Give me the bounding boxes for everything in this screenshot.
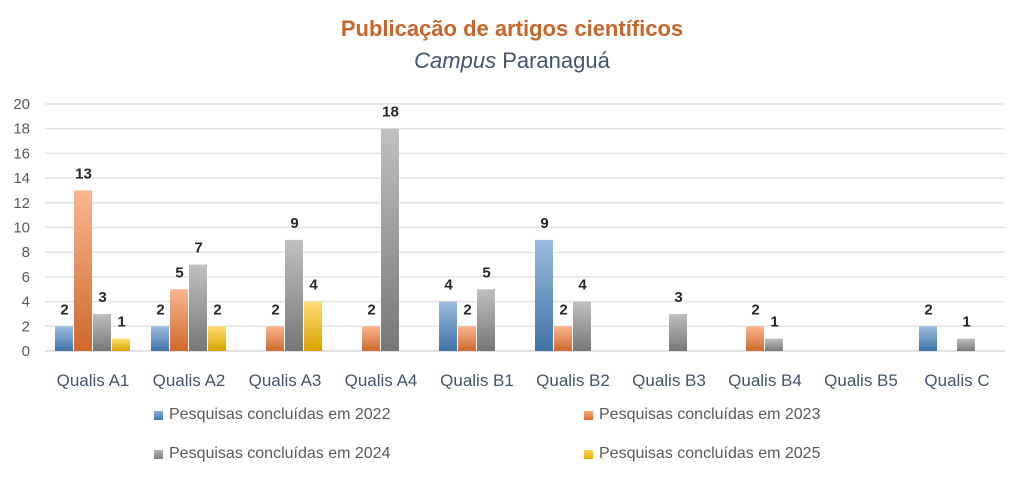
legend-item: Pesquisas concluídas em 2023 bbox=[584, 406, 820, 424]
data-label: 13 bbox=[75, 165, 92, 182]
data-label: 2 bbox=[463, 301, 471, 318]
data-label: 7 bbox=[194, 240, 202, 257]
y-tick-label: 14 bbox=[13, 170, 30, 187]
bar bbox=[439, 301, 457, 351]
bar bbox=[285, 239, 303, 351]
data-label: 2 bbox=[156, 301, 164, 318]
x-tick-label: Qualis B3 bbox=[632, 371, 706, 390]
bar bbox=[669, 313, 687, 351]
data-label: 5 bbox=[175, 264, 183, 281]
x-tick-label: Qualis B1 bbox=[440, 371, 514, 390]
y-tick-label: 18 bbox=[13, 121, 30, 138]
legend-swatch bbox=[584, 410, 593, 420]
data-label: 4 bbox=[309, 277, 318, 294]
y-tick-label: 8 bbox=[22, 244, 30, 261]
data-label: 1 bbox=[117, 314, 125, 331]
legend-swatch bbox=[154, 410, 163, 420]
chart-title: Publicação de artigos científicos bbox=[340, 16, 684, 41]
y-tick-label: 6 bbox=[22, 269, 30, 286]
data-label: 1 bbox=[962, 314, 970, 331]
legend-swatch bbox=[154, 449, 163, 459]
bar bbox=[151, 326, 169, 351]
y-tick-label: 20 bbox=[13, 96, 30, 113]
legend-label: Pesquisas concluídas em 2023 bbox=[599, 406, 821, 423]
data-label: 2 bbox=[60, 301, 68, 318]
legend-label: Pesquisas concluídas em 2024 bbox=[169, 445, 391, 462]
bar bbox=[535, 239, 553, 351]
legend-item: Pesquisas concluídas em 2024 bbox=[154, 445, 390, 463]
y-tick-label: 4 bbox=[22, 294, 30, 311]
chart-subtitle: Campus Paranaguá bbox=[0, 48, 1024, 74]
bar bbox=[458, 326, 476, 351]
x-tick-label: Qualis A1 bbox=[57, 371, 130, 390]
data-label: 2 bbox=[271, 301, 279, 318]
x-tick-label: Qualis A3 bbox=[249, 371, 322, 390]
bar bbox=[189, 264, 207, 351]
data-label: 4 bbox=[444, 277, 453, 294]
bar bbox=[55, 326, 73, 351]
x-tick-label: Qualis A4 bbox=[345, 371, 418, 390]
bar bbox=[477, 289, 495, 351]
bar bbox=[304, 301, 322, 351]
y-tick-label: 0 bbox=[22, 343, 30, 360]
data-label: 3 bbox=[98, 289, 106, 306]
bar bbox=[170, 289, 188, 351]
x-tick-label: Qualis C bbox=[924, 371, 989, 390]
bar bbox=[554, 326, 572, 351]
bar bbox=[746, 326, 764, 351]
data-label: 1 bbox=[770, 314, 778, 331]
bar bbox=[957, 338, 975, 351]
x-tick-label: Qualis B5 bbox=[824, 371, 898, 390]
bar bbox=[74, 190, 92, 351]
data-label: 9 bbox=[540, 215, 548, 232]
bar bbox=[381, 128, 399, 351]
y-tick-label: 12 bbox=[13, 195, 30, 212]
bar bbox=[573, 301, 591, 351]
bar bbox=[765, 338, 783, 351]
data-label: 9 bbox=[290, 215, 298, 232]
data-label: 2 bbox=[367, 301, 375, 318]
data-label: 4 bbox=[578, 277, 587, 294]
legend-label: Pesquisas concluídas em 2025 bbox=[599, 445, 821, 462]
data-label: 2 bbox=[559, 301, 567, 318]
legend-item: Pesquisas concluídas em 2022 bbox=[154, 406, 390, 424]
x-tick-label: Qualis B4 bbox=[728, 371, 802, 390]
x-tick-label: Qualis A2 bbox=[153, 371, 226, 390]
legend-item: Pesquisas concluídas em 2025 bbox=[584, 445, 820, 463]
y-tick-label: 16 bbox=[13, 145, 30, 162]
bar bbox=[919, 326, 937, 351]
data-label: 3 bbox=[674, 289, 682, 306]
data-label: 2 bbox=[924, 301, 932, 318]
x-tick-label: Qualis B2 bbox=[536, 371, 610, 390]
bar bbox=[93, 313, 111, 351]
y-tick-label: 10 bbox=[13, 220, 30, 237]
data-label: 2 bbox=[751, 301, 759, 318]
data-label: 18 bbox=[382, 104, 399, 121]
data-label: 5 bbox=[482, 264, 490, 281]
bar bbox=[362, 326, 380, 351]
bar bbox=[266, 326, 284, 351]
bar bbox=[112, 338, 130, 351]
legend-swatch bbox=[584, 449, 593, 459]
subtitle-rest: Paranaguá bbox=[496, 48, 610, 73]
bar bbox=[208, 326, 226, 351]
y-tick-label: 2 bbox=[22, 318, 30, 335]
legend-label: Pesquisas concluídas em 2022 bbox=[169, 406, 391, 423]
data-label: 2 bbox=[213, 301, 221, 318]
subtitle-italic: Campus bbox=[414, 48, 497, 73]
